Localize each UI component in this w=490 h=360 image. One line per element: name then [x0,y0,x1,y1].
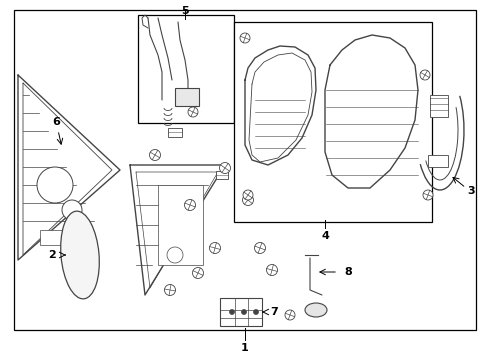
Circle shape [254,243,266,253]
Bar [428,155,448,167]
Circle shape [285,310,295,320]
Bar [158,185,203,265]
Text: 2: 2 [48,250,56,260]
Circle shape [243,190,253,200]
Circle shape [165,284,175,296]
Text: 1: 1 [241,343,249,353]
Circle shape [243,194,253,206]
Bar [234,22,432,222]
Circle shape [37,167,73,203]
Circle shape [62,200,82,220]
Ellipse shape [61,211,99,299]
Text: 6: 6 [52,117,60,127]
Circle shape [193,267,203,279]
Text: 3: 3 [467,186,475,196]
Circle shape [267,265,277,275]
Circle shape [185,199,196,211]
Bar [14,10,476,330]
Bar [138,15,234,123]
Circle shape [420,70,430,80]
Text: 5: 5 [181,6,189,16]
Circle shape [167,247,183,263]
Circle shape [253,310,259,315]
Text: 7: 7 [270,307,278,317]
Circle shape [423,190,433,200]
Circle shape [188,107,198,117]
Ellipse shape [305,303,327,317]
Circle shape [220,162,230,174]
Circle shape [229,310,235,315]
Bar [220,298,262,326]
Circle shape [149,149,161,161]
Bar [168,127,182,136]
Bar [40,230,70,245]
Bar [216,171,228,179]
Circle shape [210,243,220,253]
Circle shape [242,310,246,315]
Text: 8: 8 [344,267,352,277]
Bar [430,95,448,117]
Text: 4: 4 [321,231,329,241]
Bar [175,88,199,106]
Circle shape [240,33,250,43]
